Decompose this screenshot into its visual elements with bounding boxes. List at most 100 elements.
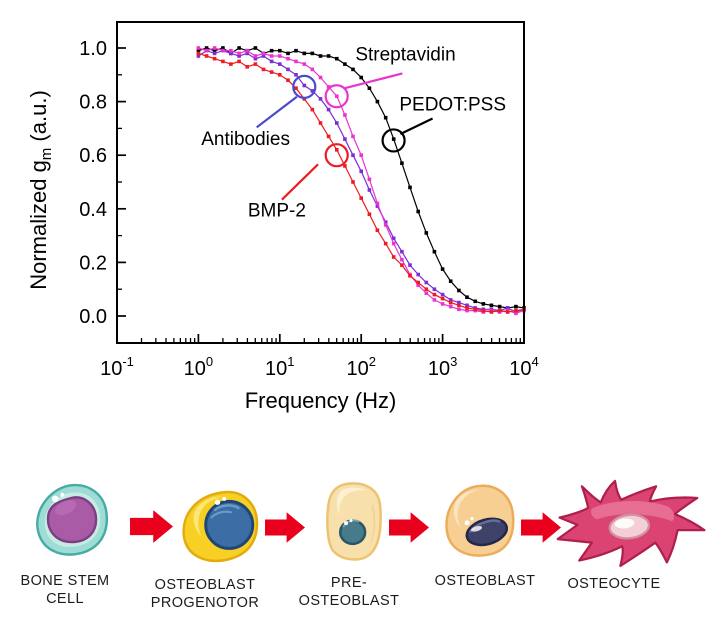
differentiation-arrow-icon — [130, 510, 173, 543]
nucleus-gloss — [614, 518, 635, 529]
data-point-streptavidin — [391, 241, 396, 246]
stage-label-pre-osteoblast: PRE- OSTEOBLAST — [298, 575, 400, 609]
data-point-bmp-2 — [286, 78, 290, 82]
data-point-pedot-pss — [457, 288, 461, 293]
data-point-antibodies — [261, 54, 266, 58]
data-point-streptavidin — [204, 48, 209, 53]
data-point-streptavidin — [278, 54, 282, 58]
data-point-antibodies — [196, 54, 201, 58]
y-tick-label: 0.2 — [79, 252, 107, 274]
cell-body-highlight — [193, 496, 222, 537]
data-point-pedot-pss — [237, 46, 241, 50]
data-point-pedot-pss — [448, 279, 453, 283]
annotation-label-antibodies: Antibodies — [201, 129, 290, 150]
series-line-antibodies — [198, 50, 525, 313]
data-point-antibodies — [432, 287, 437, 291]
data-point-pedot-pss — [269, 48, 274, 53]
data-point-streptavidin — [253, 54, 258, 58]
osteoblast-progenitor-illustration — [182, 490, 259, 563]
annotation-label-bmp-2: BMP-2 — [248, 200, 306, 221]
data-point-bmp-2 — [391, 255, 396, 259]
data-point-streptavidin — [245, 48, 249, 53]
data-point-streptavidin — [375, 201, 380, 206]
data-point-antibodies — [457, 300, 461, 305]
data-point-antibodies — [237, 54, 241, 58]
data-point-bmp-2 — [237, 59, 241, 64]
series-line-bmp-2 — [198, 52, 525, 313]
data-point-pedot-pss — [335, 56, 339, 61]
shine-dot — [222, 496, 227, 501]
data-point-streptavidin — [286, 56, 290, 61]
data-point-antibodies — [448, 298, 453, 302]
data-point-bmp-2 — [278, 73, 282, 77]
data-point-streptavidin — [310, 67, 315, 72]
data-point-streptavidin — [237, 51, 241, 56]
data-point-pedot-pss — [359, 75, 363, 80]
data-point-pedot-pss — [497, 304, 502, 309]
data-point-antibodies — [212, 51, 217, 56]
data-point-pedot-pss — [310, 51, 315, 56]
cell-nucleus — [204, 499, 255, 550]
arrow-shape — [389, 512, 429, 543]
data-point-streptavidin — [212, 46, 217, 50]
data-point-streptavidin — [229, 48, 233, 53]
data-point-antibodies — [408, 263, 412, 267]
annotation-circle-pedot-pss — [381, 128, 406, 153]
data-point-bmp-2 — [318, 121, 323, 125]
data-point-streptavidin — [318, 75, 323, 80]
nucleus-highlight — [55, 500, 77, 516]
data-point-bmp-2 — [375, 228, 380, 232]
data-point-bmp-2 — [367, 212, 372, 216]
data-point-bmp-2 — [294, 86, 298, 90]
data-point-pedot-pss — [400, 161, 404, 165]
x-tick-label: 102 — [346, 354, 375, 380]
data-point-streptavidin — [343, 113, 347, 117]
data-point-bmp-2 — [505, 310, 510, 314]
data-point-bmp-2 — [245, 65, 249, 69]
data-point-pedot-pss — [465, 295, 469, 299]
data-point-bmp-2 — [400, 263, 404, 267]
data-point-antibodies — [400, 249, 404, 254]
data-point-pedot-pss — [473, 299, 477, 304]
y-tick-label: 0.0 — [79, 306, 107, 328]
x-axis-title: Frequency (Hz) — [245, 388, 397, 413]
data-point-bmp-2 — [457, 303, 461, 308]
data-point-pedot-pss — [375, 99, 380, 104]
data-point-pedot-pss — [302, 51, 307, 56]
x-tick-label: 100 — [184, 354, 213, 380]
data-point-antibodies — [326, 107, 331, 112]
data-point-antibodies — [367, 188, 372, 192]
data-point-pedot-pss — [416, 209, 420, 214]
data-point-antibodies — [424, 280, 429, 285]
data-point-streptavidin — [416, 283, 420, 287]
data-point-antibodies — [269, 59, 274, 64]
x-tick-label: 101 — [265, 354, 294, 380]
differentiation-arrow-icon — [521, 512, 561, 543]
data-point-antibodies — [375, 204, 380, 208]
data-point-bmp-2 — [229, 62, 233, 66]
annotation-leader-streptavidin — [344, 72, 403, 90]
data-point-antibodies — [351, 153, 355, 157]
data-point-bmp-2 — [448, 300, 453, 305]
annotation-leader-antibodies — [256, 95, 298, 129]
data-point-pedot-pss — [408, 185, 412, 190]
data-point-pedot-pss — [286, 51, 290, 56]
data-point-bmp-2 — [204, 54, 209, 58]
osteocyte-illustration — [556, 479, 706, 568]
data-point-pedot-pss — [367, 86, 372, 90]
data-point-antibodies — [294, 73, 298, 77]
data-point-streptavidin — [465, 308, 469, 313]
series-line-pedot-pss — [198, 47, 525, 309]
data-point-bmp-2 — [221, 59, 225, 64]
data-point-streptavidin — [196, 46, 201, 50]
data-point-antibodies — [245, 51, 249, 56]
data-point-antibodies — [383, 220, 388, 224]
cell-body-highlight — [591, 501, 675, 522]
data-point-streptavidin — [432, 298, 437, 302]
data-point-streptavidin — [335, 94, 339, 98]
data-point-streptavidin — [367, 177, 372, 182]
annotation-circle-antibodies — [292, 74, 317, 99]
y-tick-label: 0.8 — [79, 92, 107, 114]
data-point-pedot-pss — [383, 115, 388, 120]
data-point-antibodies — [318, 97, 323, 101]
